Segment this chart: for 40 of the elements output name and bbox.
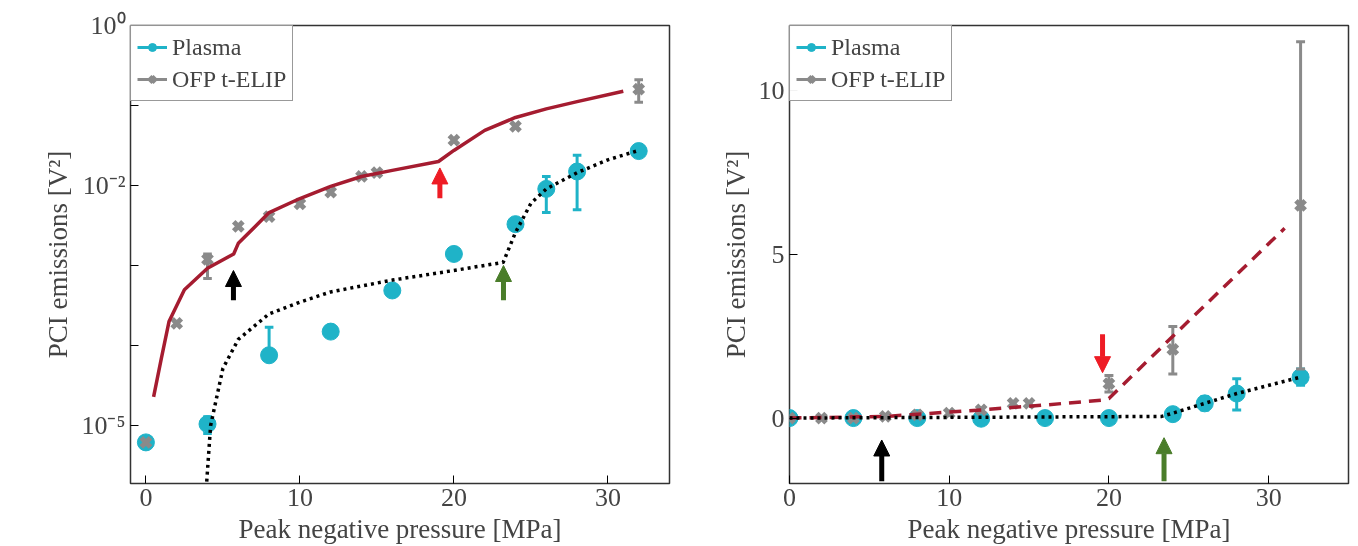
point bbox=[629, 142, 648, 161]
point bbox=[878, 409, 893, 424]
y-tick-label: 0 bbox=[771, 403, 785, 433]
point bbox=[631, 82, 646, 97]
point bbox=[1293, 198, 1308, 213]
point bbox=[383, 281, 402, 300]
point bbox=[169, 316, 184, 331]
point bbox=[260, 346, 279, 365]
x-tick-label: 10 bbox=[286, 482, 313, 512]
point bbox=[1165, 342, 1180, 357]
point bbox=[1099, 409, 1118, 428]
x-tick-label: 30 bbox=[594, 482, 621, 512]
y-tick-label: 10⁰ bbox=[90, 11, 126, 40]
x-tick-label: 0 bbox=[139, 482, 153, 512]
point bbox=[446, 133, 461, 148]
y-tick-label: 10⁻⁵ bbox=[81, 411, 126, 441]
point bbox=[506, 215, 525, 234]
point bbox=[1163, 405, 1182, 424]
point bbox=[568, 162, 587, 181]
legend-label: Plasma bbox=[831, 32, 901, 62]
y-tick-label: 10⁻² bbox=[82, 171, 126, 201]
point bbox=[321, 322, 340, 341]
legend-label: OFP t-ELIP bbox=[172, 64, 287, 94]
line-series bbox=[151, 89, 626, 399]
point bbox=[508, 119, 523, 134]
x-tick-label: 20 bbox=[1095, 482, 1122, 512]
y-tick-label: 10 bbox=[758, 76, 785, 106]
x-axis-title: Peak negative pressure [MPa] bbox=[238, 513, 562, 544]
y-axis-title: PCI emissions [V²] bbox=[720, 150, 751, 359]
y-axis-title: PCI emissions [V²] bbox=[43, 150, 74, 359]
legend-label: OFP t-ELIP bbox=[831, 64, 946, 94]
point bbox=[231, 219, 246, 234]
point bbox=[444, 244, 463, 263]
x-tick-label: 30 bbox=[1255, 482, 1282, 512]
x-tick-label: 20 bbox=[440, 482, 467, 512]
point bbox=[537, 179, 556, 198]
legend-label: Plasma bbox=[172, 32, 242, 62]
x-axis-title: Peak negative pressure [MPa] bbox=[907, 513, 1231, 544]
x-tick-label: 10 bbox=[936, 482, 963, 512]
y-tick-label: 5 bbox=[771, 240, 785, 269]
